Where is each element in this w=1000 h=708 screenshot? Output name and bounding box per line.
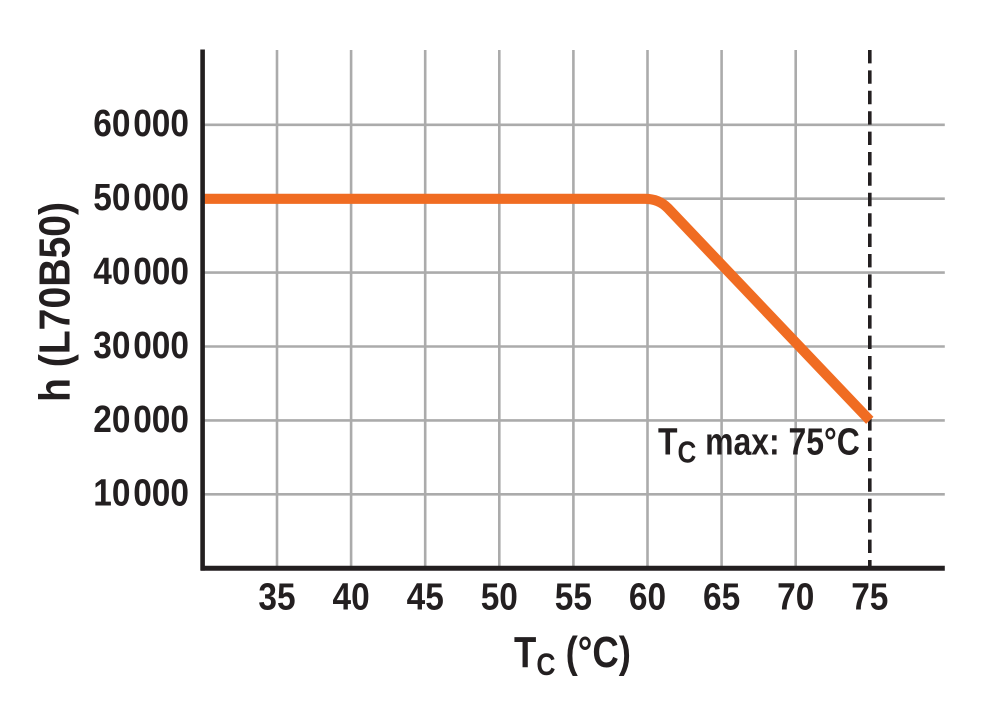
svg-text:TC max: 75°C: TC max: 75°C (658, 421, 860, 470)
svg-text:35: 35 (258, 576, 295, 618)
svg-text:10 000: 10 000 (93, 472, 189, 514)
svg-text:h (L70B50): h (L70B50) (31, 202, 79, 402)
svg-text:TC (°C): TC (°C) (514, 628, 631, 683)
svg-text:55: 55 (555, 576, 592, 618)
svg-text:60: 60 (629, 576, 666, 618)
svg-text:30 000: 30 000 (93, 324, 189, 366)
svg-text:60 000: 60 000 (93, 102, 189, 144)
svg-text:75: 75 (851, 576, 888, 618)
svg-text:50 000: 50 000 (93, 176, 189, 218)
svg-text:70: 70 (777, 576, 814, 618)
svg-text:40 000: 40 000 (93, 250, 189, 292)
svg-text:40: 40 (333, 576, 370, 618)
svg-text:45: 45 (407, 576, 444, 618)
svg-text:65: 65 (703, 576, 740, 618)
svg-text:20 000: 20 000 (93, 398, 189, 440)
svg-text:50: 50 (481, 576, 518, 618)
